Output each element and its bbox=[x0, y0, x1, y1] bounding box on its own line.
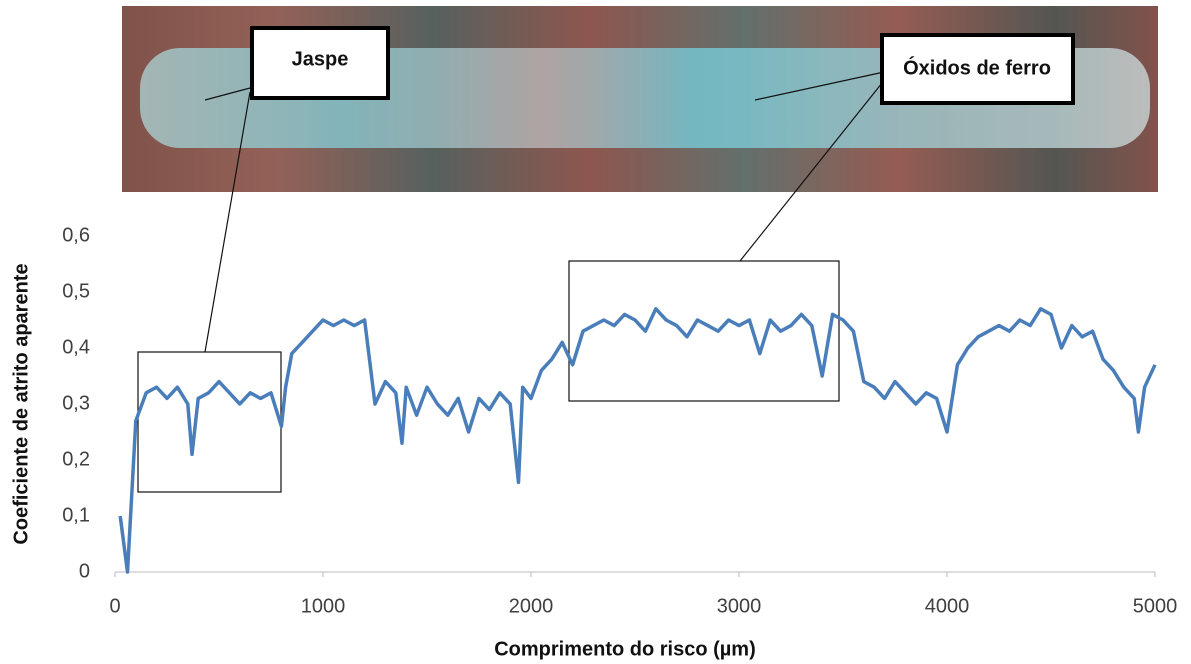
y-tick-label: 0,6 bbox=[62, 224, 90, 246]
x-tick-label: 5000 bbox=[1133, 595, 1178, 617]
x-axis-title: Comprimento do risco (µm) bbox=[494, 638, 756, 660]
y-tick-label: 0,1 bbox=[62, 504, 90, 526]
y-tick-label: 0,3 bbox=[62, 392, 90, 414]
annotation: Óxidos de ferro bbox=[903, 55, 1051, 79]
y-tick-label: 0,4 bbox=[62, 336, 90, 358]
data-line bbox=[118, 307, 1157, 574]
x-tick-label: 1000 bbox=[301, 595, 346, 617]
x-tick-label: 3000 bbox=[717, 595, 762, 617]
y-tick-label: 0 bbox=[79, 560, 90, 582]
y-tick-label: 0,5 bbox=[62, 280, 90, 302]
label-box bbox=[250, 26, 390, 100]
y-tick-label: 0,2 bbox=[62, 448, 90, 470]
x-tick-label: 4000 bbox=[925, 595, 970, 617]
annotation-lines bbox=[137, 71, 887, 493]
x-tick-label: 0 bbox=[109, 595, 120, 617]
x-tick-label: 2000 bbox=[509, 595, 554, 617]
y-axis-title: Coeficiente de atrito aparente bbox=[10, 263, 32, 544]
label-box bbox=[880, 33, 1075, 105]
annotation: Jaspe bbox=[292, 48, 349, 70]
